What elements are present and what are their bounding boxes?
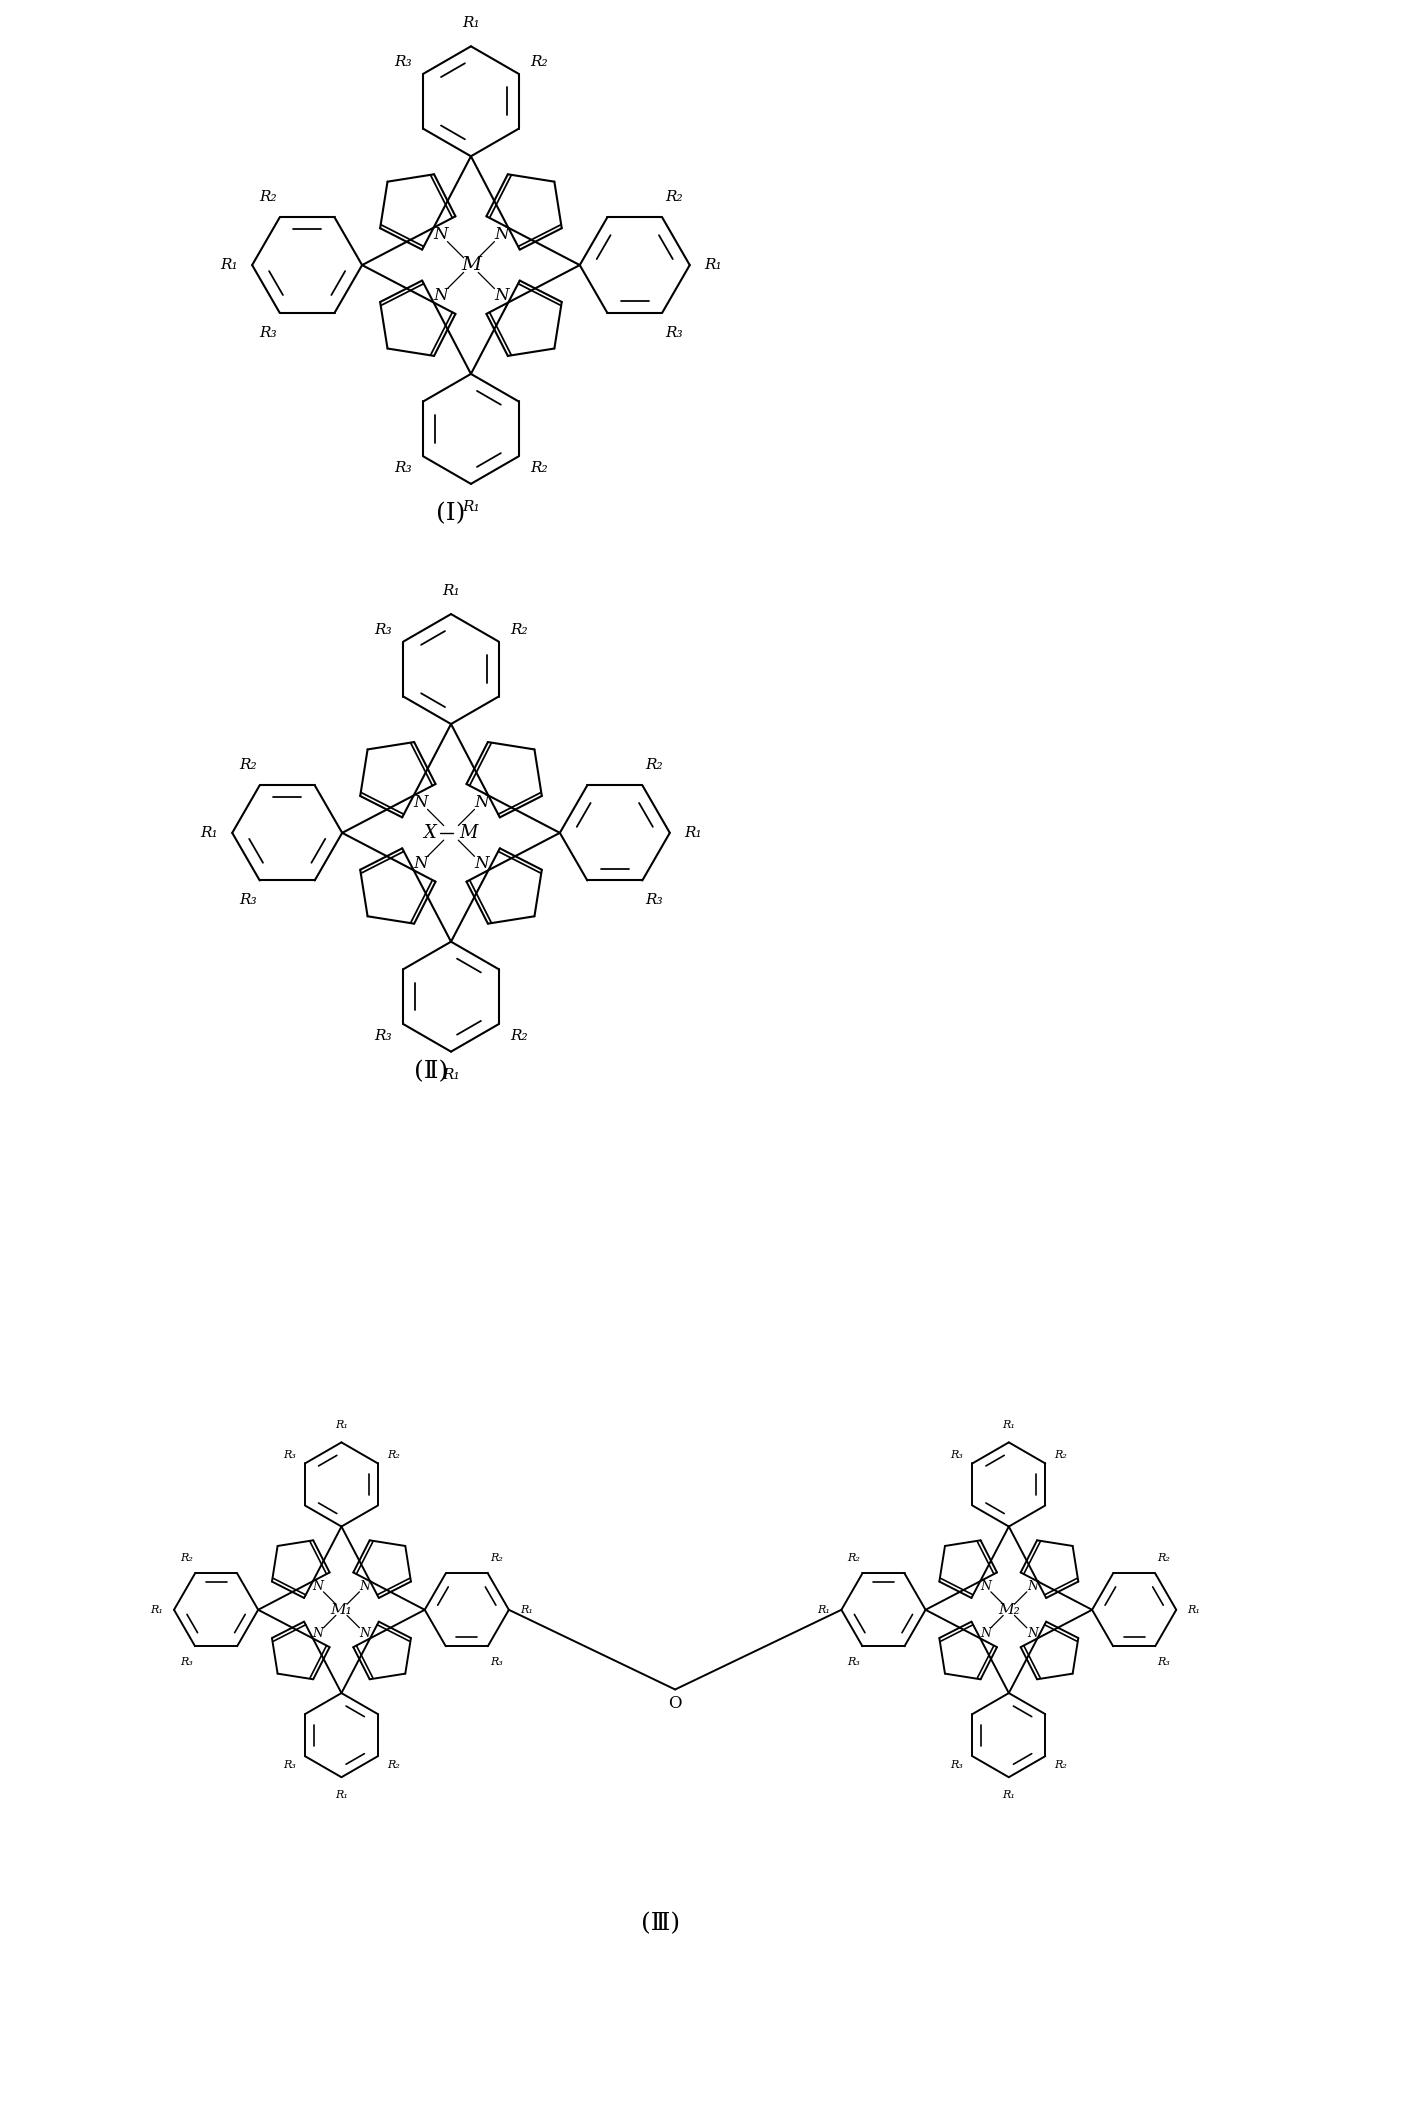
Text: R₃: R₃ (665, 326, 682, 341)
Text: R₁: R₁ (1187, 1604, 1201, 1614)
Text: R₃: R₃ (240, 893, 257, 908)
Text: R₃: R₃ (950, 1450, 963, 1459)
Text: N: N (495, 225, 509, 244)
Text: N: N (413, 856, 427, 872)
Text: R₁: R₁ (442, 584, 459, 597)
Text: R₂: R₂ (1054, 1759, 1066, 1770)
Text: N: N (1027, 1581, 1038, 1593)
Text: R₃: R₃ (645, 893, 662, 908)
Text: R₂: R₂ (847, 1553, 861, 1564)
Text: R₁: R₁ (1003, 1791, 1015, 1799)
Text: R₁: R₁ (520, 1604, 533, 1614)
Text: R₁: R₁ (703, 259, 722, 271)
Text: O: O (668, 1694, 682, 1711)
Text: R₃: R₃ (847, 1656, 861, 1667)
Text: R₁: R₁ (462, 500, 479, 515)
Text: R₃: R₃ (1157, 1656, 1170, 1667)
Text: R₃: R₃ (394, 55, 413, 69)
Text: R₁: R₁ (442, 1068, 459, 1083)
Text: R₃: R₃ (491, 1656, 503, 1667)
Text: R₂: R₂ (180, 1553, 193, 1564)
Text: N: N (312, 1627, 323, 1640)
Text: R₃: R₃ (374, 1028, 393, 1043)
Text: R₁: R₁ (462, 17, 479, 29)
Text: M: M (459, 824, 478, 843)
Text: R₂: R₂ (510, 622, 527, 637)
Text: R₂: R₂ (387, 1450, 400, 1459)
Text: R₂: R₂ (1157, 1553, 1170, 1564)
Text: R₁: R₁ (150, 1604, 163, 1614)
Text: R₁: R₁ (200, 826, 218, 841)
Text: R₃: R₃ (259, 326, 277, 341)
Text: R₃: R₃ (394, 460, 413, 475)
Text: R₁: R₁ (220, 259, 238, 271)
Text: R₂: R₂ (510, 1028, 527, 1043)
Text: M: M (461, 256, 481, 273)
Text: N: N (432, 225, 448, 244)
Text: N: N (980, 1581, 991, 1593)
Text: N: N (495, 288, 509, 305)
Text: N: N (1027, 1627, 1038, 1640)
Text: N: N (413, 795, 427, 811)
Text: (Ⅰ): (Ⅰ) (437, 502, 465, 526)
Text: R₂: R₂ (240, 759, 257, 771)
Text: R₁: R₁ (335, 1419, 347, 1429)
Text: N: N (360, 1581, 370, 1593)
Text: R₁: R₁ (335, 1791, 347, 1799)
Text: R₃: R₃ (374, 622, 393, 637)
Text: N: N (432, 288, 448, 305)
Text: R₁: R₁ (817, 1604, 830, 1614)
Text: N: N (980, 1627, 991, 1640)
Text: R₂: R₂ (665, 191, 682, 204)
Text: (Ⅲ): (Ⅲ) (641, 1913, 679, 1936)
Text: R₂: R₂ (645, 759, 662, 771)
Text: R₂: R₂ (530, 460, 547, 475)
Text: R₁: R₁ (683, 826, 702, 841)
Text: R₁: R₁ (1003, 1419, 1015, 1429)
Text: R₂: R₂ (1054, 1450, 1066, 1459)
Text: N: N (475, 856, 489, 872)
Text: R₂: R₂ (491, 1553, 503, 1564)
Text: N: N (312, 1581, 323, 1593)
Text: X: X (423, 824, 435, 843)
Text: N: N (475, 795, 489, 811)
Text: N: N (360, 1627, 370, 1640)
Text: M₂: M₂ (998, 1604, 1020, 1616)
Text: R₂: R₂ (387, 1759, 400, 1770)
Text: R₃: R₃ (284, 1450, 296, 1459)
Text: M₁: M₁ (330, 1604, 352, 1616)
Text: (Ⅱ): (Ⅱ) (414, 1059, 448, 1083)
Text: R₃: R₃ (180, 1656, 193, 1667)
Text: R₂: R₂ (259, 191, 277, 204)
Text: R₂: R₂ (530, 55, 547, 69)
Text: R₃: R₃ (284, 1759, 296, 1770)
Text: R₃: R₃ (950, 1759, 963, 1770)
